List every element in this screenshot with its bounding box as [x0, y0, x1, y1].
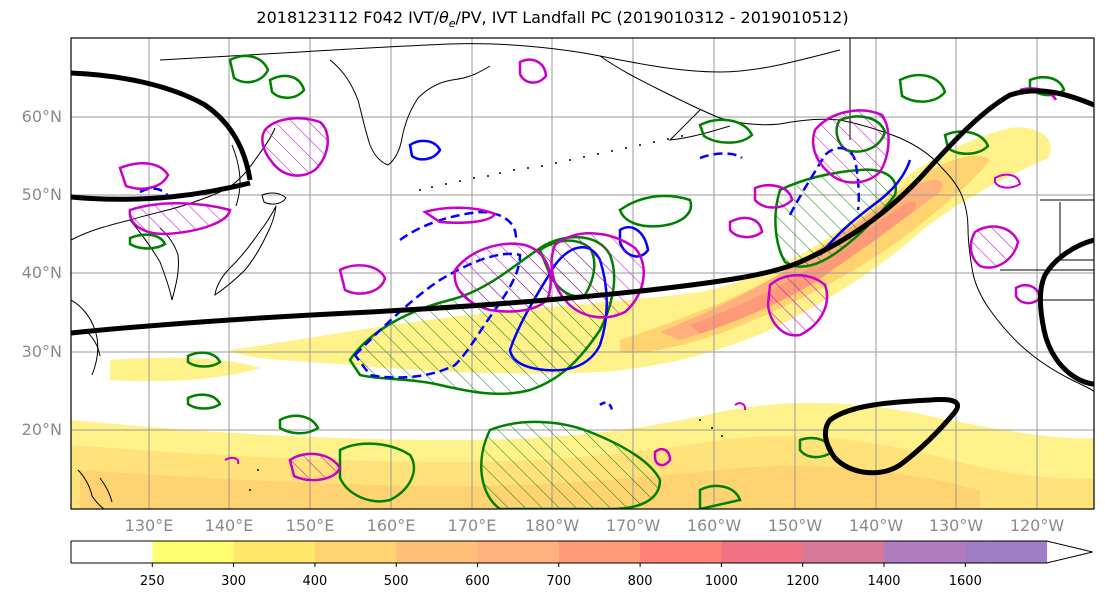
lon-label-140e: 140°E	[204, 516, 254, 535]
colorbar-swatch	[71, 541, 153, 563]
lat-label-30n: 30°N	[21, 342, 62, 361]
lat-label-40n: 40°N	[21, 263, 62, 282]
lat-label-20n: 20°N	[21, 420, 62, 439]
colorbar-tick-label: 1400	[867, 574, 901, 589]
lon-label-130e: 130°E	[124, 516, 174, 535]
colorbar-swatch	[640, 541, 722, 563]
lon-label-160w: 160°W	[686, 516, 742, 535]
colorbar-swatch	[152, 541, 235, 563]
map-frame	[70, 37, 1095, 510]
colorbar-swatch	[396, 541, 478, 563]
colorbar-swatch	[884, 541, 966, 563]
black-contours	[71, 70, 1094, 476]
colorbar-tick-label: 300	[221, 574, 246, 589]
colorbar-tick-label: 800	[627, 574, 653, 589]
lon-label-180w: 180°W	[524, 516, 580, 535]
colorbar-swatch	[233, 541, 316, 563]
lon-label-140w: 140°W	[848, 516, 904, 535]
colorbar-swatch	[558, 541, 641, 563]
lat-label-50n: 50°N	[21, 185, 62, 204]
lon-label-170e: 170°E	[447, 516, 497, 535]
colorbar-swatch	[965, 541, 1048, 563]
lon-label-150w: 150°W	[767, 516, 823, 535]
colorbar-outline	[70, 540, 987, 564]
lon-label-150e: 150°E	[285, 516, 335, 535]
colorbar-swatch	[721, 541, 804, 563]
lon-label-120w: 120°W	[1009, 516, 1065, 535]
ivt-pc-contours	[118, 58, 1058, 482]
lon-label-170w: 170°W	[605, 516, 661, 535]
colorbar-tick-label: 600	[465, 574, 490, 589]
colorbar-swatch	[802, 541, 885, 563]
lon-label-130w: 130°W	[928, 516, 984, 535]
colorbar-swatch	[314, 541, 397, 563]
colorbar	[70, 540, 1093, 567]
colorbar-tick-label: 500	[383, 574, 409, 589]
figure-title: 2018123112 F042 IVT/θe/PV, IVT Landfall …	[256, 8, 849, 31]
lon-label-160e: 160°E	[366, 516, 416, 535]
colorbar-tick-label: 400	[302, 574, 328, 589]
colorbar-extend-arrow	[986, 540, 1093, 564]
colorbar-tick-label: 250	[139, 574, 165, 589]
colorbar-tick-label: 1000	[704, 574, 738, 589]
colorbar-tick-label: 700	[546, 574, 572, 589]
colorbar-tick-label: 1200	[786, 574, 820, 589]
lat-label-60n: 60°N	[21, 107, 62, 126]
colorbar-tick-label: 1600	[948, 574, 982, 589]
colorbar-swatch	[477, 541, 560, 563]
